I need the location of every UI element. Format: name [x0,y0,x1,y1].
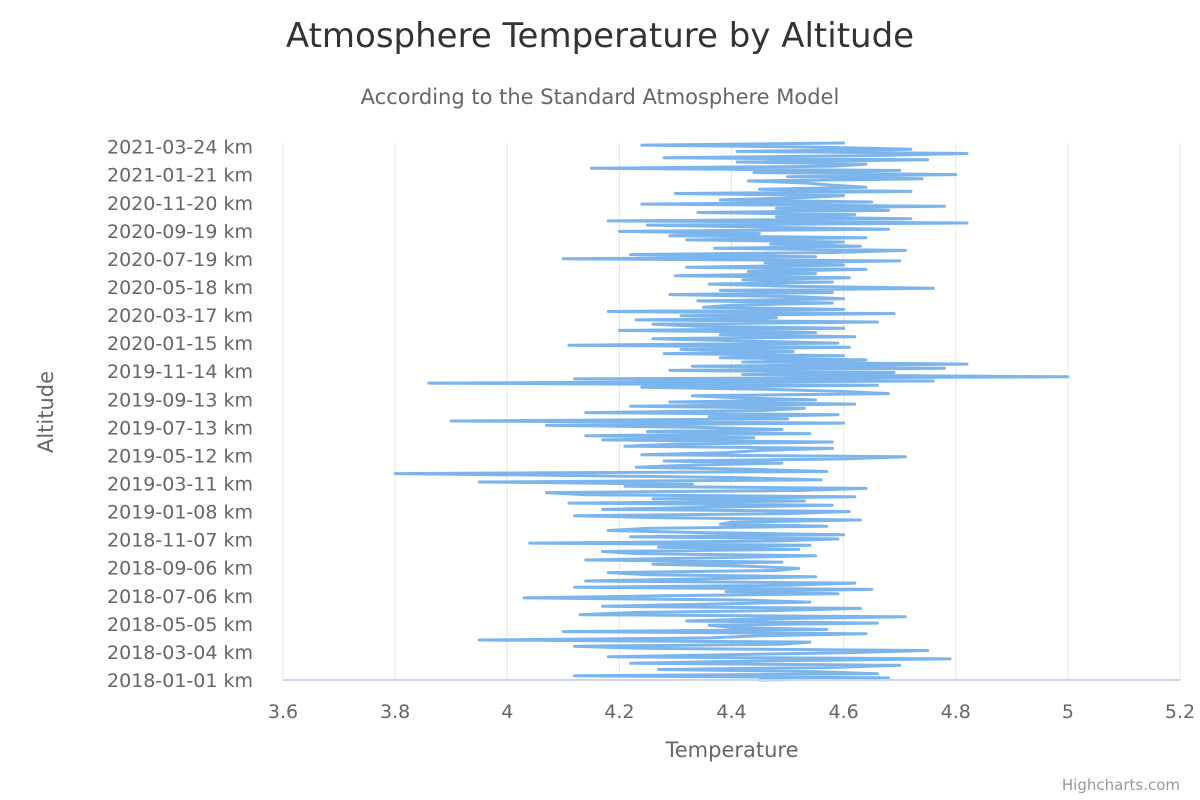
x-axis-labels: 3.6 3.8 4 4.2 4.4 4.6 4.8 5 5.2 [268,701,1195,723]
y-tick-label: 2020-01-15 km [107,333,253,355]
y-tick-label: 2019-01-08 km [107,502,253,524]
y-tick-label: 2018-05-05 km [107,614,253,636]
x-tick-label: 4.4 [716,701,746,723]
y-tick-label: 2018-07-06 km [107,586,253,608]
y-tick-label: 2019-09-13 km [107,389,253,411]
y-tick-label: 2018-03-04 km [107,642,253,664]
y-tick-label: 2019-11-14 km [107,361,253,383]
x-tick-label: 5.2 [1165,701,1195,723]
series-line[interactable] [393,141,1070,682]
y-tick-label: 2020-05-18 km [107,277,253,299]
y-tick-label: 2018-09-06 km [107,558,253,580]
y-tick-label: 2019-05-12 km [107,445,253,467]
y-axis-labels: 2018-01-01 km 2018-03-04 km 2018-05-05 km 2… [107,137,253,692]
y-tick-label: 2020-07-19 km [107,249,253,271]
x-tick-label: 4.2 [604,701,634,723]
y-tick-label: 2021-01-21 km [107,165,253,187]
y-tick-label: 2020-11-20 km [107,193,253,215]
x-axis-title: Temperature [664,738,798,762]
x-tick-label: 4.6 [829,701,859,723]
chart-title: Atmosphere Temperature by Altitude [286,16,914,56]
x-tick-label: 4 [501,701,513,723]
y-tick-label: 2018-01-01 km [107,670,253,692]
y-tick-label: 2019-07-13 km [107,417,253,439]
series-layer[interactable] [393,141,1070,682]
y-tick-label: 2021-03-24 km [107,137,253,159]
y-axis-title: Altitude [34,371,58,453]
x-tick-label: 4.8 [941,701,971,723]
x-tick-label: 3.8 [380,701,410,723]
y-tick-label: 2018-11-07 km [107,530,253,552]
y-tick-label: 2020-09-19 km [107,221,253,243]
x-tick-label: 5 [1062,701,1074,723]
x-tick-label: 3.6 [268,701,298,723]
y-tick-label: 2019-03-11 km [107,473,253,495]
y-tick-label: 2020-03-17 km [107,305,253,327]
credits-link[interactable]: Highcharts.com [1062,776,1180,794]
chart-subtitle: According to the Standard Atmosphere Mod… [361,85,840,109]
